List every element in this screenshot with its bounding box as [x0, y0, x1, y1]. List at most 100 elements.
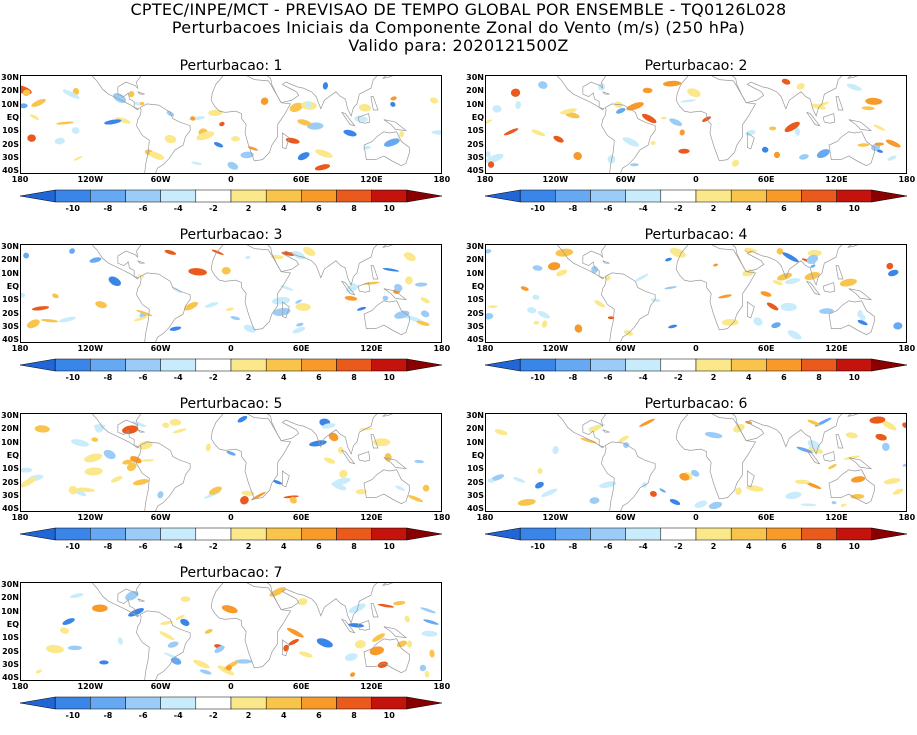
- negative-anomaly-blob: [67, 645, 83, 651]
- colorbar-segment: [625, 527, 662, 541]
- lon-label: 60E: [292, 344, 310, 353]
- positive-anomaly-blob: [285, 137, 300, 144]
- positive-anomaly-blob: [731, 159, 740, 167]
- colorbar-label: 10: [848, 373, 860, 382]
- positive-anomaly-blob: [650, 141, 656, 145]
- lat-label: 30S: [2, 490, 19, 500]
- negative-anomaly-blob: [787, 330, 802, 340]
- colorbar-segment: [766, 358, 802, 372]
- colorbar-segment: [301, 189, 337, 203]
- negative-anomaly-blob: [394, 310, 410, 319]
- negative-anomaly-blob: [807, 440, 821, 450]
- negative-anomaly-blob: [271, 297, 291, 305]
- positive-anomaly-blob: [850, 494, 865, 499]
- coastline: [370, 434, 379, 449]
- lat-label: EQ: [471, 450, 484, 460]
- lon-label: 180: [476, 513, 494, 522]
- coastline: [835, 434, 844, 449]
- lat-label: 30S: [2, 659, 19, 669]
- positive-anomaly-blob: [781, 78, 791, 85]
- colorbar-label: 4: [280, 204, 287, 213]
- colorbar-label: -10: [530, 204, 545, 213]
- positive-anomaly-blob: [126, 462, 137, 472]
- positive-anomaly-blob: [139, 101, 145, 106]
- positive-anomaly-blob: [721, 318, 739, 326]
- lat-label: 10N: [1, 99, 19, 109]
- positive-anomaly-blob: [679, 473, 690, 481]
- lat-label: 30S: [467, 321, 484, 331]
- colorbar-segment: [801, 527, 837, 541]
- positive-anomaly-blob: [416, 320, 430, 326]
- negative-anomaly-blob: [487, 478, 495, 483]
- coastline: [281, 470, 290, 488]
- negative-anomaly-blob: [694, 500, 708, 508]
- colorbar-label: -8: [103, 542, 113, 551]
- negative-anomaly-blob: [296, 322, 304, 327]
- negative-anomaly-blob: [113, 93, 127, 103]
- negative-anomaly-blob: [669, 498, 681, 506]
- positive-anomaly-blob: [713, 263, 718, 267]
- colorbar-label: -2: [673, 204, 683, 213]
- colorbar-label: -6: [138, 204, 148, 213]
- positive-anomaly-blob: [208, 486, 222, 495]
- positive-anomaly-blob: [678, 148, 690, 154]
- negative-anomaly-blob: [782, 252, 799, 263]
- colorbar-segment: [301, 696, 337, 710]
- negative-anomaly-blob: [419, 664, 427, 672]
- colorbar-segment: [230, 358, 267, 372]
- positive-anomaly-blob: [137, 441, 153, 450]
- lon-label: 120W: [77, 682, 104, 691]
- colorbar-segment: [336, 527, 372, 541]
- colorbar-segment: [406, 358, 442, 372]
- colorbar-label: 2: [245, 542, 252, 551]
- colorbar-segment: [195, 527, 232, 541]
- colorbar-label: -4: [173, 711, 183, 720]
- positive-anomaly-blob: [861, 106, 875, 111]
- positive-anomaly-blob: [164, 249, 177, 255]
- positive-anomaly-blob: [642, 87, 653, 94]
- map-plot-area: [20, 582, 442, 681]
- positive-anomaly-blob: [828, 464, 837, 470]
- positive-anomaly-blob: [618, 435, 629, 443]
- colorbar-segment: [265, 189, 302, 203]
- colorbar-label: 8: [816, 373, 822, 382]
- colorbar-label: -6: [603, 373, 613, 382]
- positive-anomaly-blob: [372, 633, 386, 642]
- negative-anomaly-blob: [893, 322, 903, 330]
- colorbar-label: -4: [173, 373, 183, 382]
- positive-anomaly-blob: [639, 418, 655, 427]
- lon-label: 180: [433, 344, 451, 353]
- negative-anomaly-blob: [629, 163, 639, 167]
- coastline: [383, 288, 408, 301]
- colorbar-segment: [54, 358, 91, 372]
- lat-label: 20N: [1, 86, 19, 96]
- negative-anomaly-blob: [71, 439, 89, 447]
- coastline: [210, 245, 292, 331]
- positive-anomaly-blob: [393, 600, 406, 606]
- lat-label: 30N: [1, 411, 19, 420]
- positive-anomaly-blob: [503, 128, 519, 136]
- coastline: [746, 301, 755, 319]
- negative-anomaly-blob: [753, 317, 763, 326]
- coastline: [805, 280, 821, 296]
- negative-anomaly-blob: [62, 89, 80, 99]
- positive-anomaly-blob: [299, 651, 313, 658]
- coastline: [822, 451, 836, 462]
- panel-title: Perturbacao: 1: [179, 58, 283, 74]
- positive-anomaly-blob: [231, 136, 240, 142]
- positive-anomaly-blob: [303, 247, 316, 256]
- panel-title: Perturbacao: 6: [644, 396, 748, 412]
- map-svg: [21, 245, 430, 342]
- colorbar-segment: [160, 527, 197, 541]
- positive-anomaly-blob: [377, 603, 395, 608]
- coastline: [746, 470, 755, 488]
- lat-label: 30S: [467, 490, 484, 500]
- positive-anomaly-blob: [76, 487, 95, 492]
- lat-label: 10S: [2, 464, 19, 474]
- positive-anomaly-blob: [556, 269, 568, 277]
- negative-anomaly-blob: [292, 326, 306, 334]
- colorbar-segment: [195, 189, 232, 203]
- colorbar-segment: [519, 189, 556, 203]
- negative-anomaly-blob: [780, 302, 797, 312]
- positive-anomaly-blob: [241, 490, 255, 496]
